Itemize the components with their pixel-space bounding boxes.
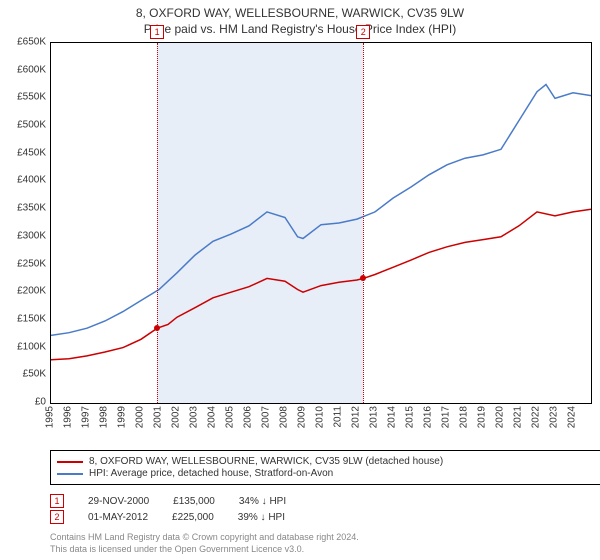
x-tick-label: 2017 bbox=[441, 406, 452, 428]
x-tick-label: 1996 bbox=[63, 406, 74, 428]
legend-label-hpi: HPI: Average price, detached house, Stra… bbox=[89, 468, 333, 479]
y-tick-label: £450K bbox=[0, 147, 46, 158]
x-tick-label: 2003 bbox=[189, 406, 200, 428]
y-tick-label: £300K bbox=[0, 230, 46, 241]
footer-line-2: This data is licensed under the Open Gov… bbox=[50, 544, 359, 556]
chart-container: 8, OXFORD WAY, WELLESBOURNE, WARWICK, CV… bbox=[0, 0, 600, 560]
x-tick-label: 2007 bbox=[261, 406, 272, 428]
footer-line-1: Contains HM Land Registry data © Crown c… bbox=[50, 532, 359, 544]
y-tick-label: £0 bbox=[0, 397, 46, 408]
x-tick-label: 2008 bbox=[279, 406, 290, 428]
x-tick-label: 1999 bbox=[117, 406, 128, 428]
x-tick-label: 2023 bbox=[549, 406, 560, 428]
legend-item-hpi: HPI: Average price, detached house, Stra… bbox=[57, 468, 595, 479]
chart-title-address: 8, OXFORD WAY, WELLESBOURNE, WARWICK, CV… bbox=[0, 6, 600, 20]
series-property bbox=[51, 209, 591, 360]
y-tick-label: £550K bbox=[0, 92, 46, 103]
legend-swatch-hpi bbox=[57, 473, 83, 475]
sale-events-table: 1 29-NOV-2000 £135,000 34% ↓ HPI 2 01-MA… bbox=[50, 492, 286, 526]
x-tick-label: 2013 bbox=[369, 406, 380, 428]
y-tick-label: £400K bbox=[0, 175, 46, 186]
x-tick-label: 2001 bbox=[153, 406, 164, 428]
legend-label-property: 8, OXFORD WAY, WELLESBOURNE, WARWICK, CV… bbox=[89, 456, 443, 467]
chart-subtitle: Price paid vs. HM Land Registry's House … bbox=[0, 22, 600, 36]
event-price: £225,000 bbox=[172, 512, 214, 523]
line-series-svg bbox=[51, 43, 591, 403]
legend: 8, OXFORD WAY, WELLESBOURNE, WARWICK, CV… bbox=[50, 450, 600, 485]
y-tick-label: £350K bbox=[0, 203, 46, 214]
license-footer: Contains HM Land Registry data © Crown c… bbox=[50, 532, 359, 555]
x-tick-label: 2021 bbox=[513, 406, 524, 428]
x-tick-label: 2005 bbox=[225, 406, 236, 428]
event-delta: 34% ↓ HPI bbox=[239, 496, 286, 507]
sale-event-row: 1 29-NOV-2000 £135,000 34% ↓ HPI bbox=[50, 494, 286, 508]
x-tick-label: 2004 bbox=[207, 406, 218, 428]
y-tick-label: £50K bbox=[0, 369, 46, 380]
x-tick-label: 2000 bbox=[135, 406, 146, 428]
event-marker-1: 1 bbox=[50, 494, 64, 508]
x-tick-label: 2022 bbox=[531, 406, 542, 428]
x-tick-label: 2020 bbox=[495, 406, 506, 428]
event-date: 01-MAY-2012 bbox=[88, 512, 148, 523]
x-tick-label: 1998 bbox=[99, 406, 110, 428]
y-tick-label: £250K bbox=[0, 258, 46, 269]
y-tick-label: £500K bbox=[0, 120, 46, 131]
event-marker-box: 1 bbox=[150, 25, 164, 39]
x-tick-label: 1995 bbox=[45, 406, 56, 428]
x-tick-label: 2014 bbox=[387, 406, 398, 428]
x-tick-label: 2024 bbox=[567, 406, 578, 428]
y-tick-label: £100K bbox=[0, 341, 46, 352]
x-tick-label: 2010 bbox=[315, 406, 326, 428]
x-tick-label: 1997 bbox=[81, 406, 92, 428]
x-tick-label: 2015 bbox=[405, 406, 416, 428]
plot-area: 12 bbox=[50, 42, 592, 404]
x-tick-label: 2012 bbox=[351, 406, 362, 428]
x-tick-label: 2002 bbox=[171, 406, 182, 428]
sale-point-dot bbox=[154, 325, 160, 331]
event-date: 29-NOV-2000 bbox=[88, 496, 149, 507]
event-vertical-line bbox=[363, 43, 364, 403]
sale-point-dot bbox=[360, 275, 366, 281]
y-tick-label: £600K bbox=[0, 64, 46, 75]
y-tick-label: £200K bbox=[0, 286, 46, 297]
series-hpi bbox=[51, 85, 591, 336]
x-tick-label: 2009 bbox=[297, 406, 308, 428]
sale-event-row: 2 01-MAY-2012 £225,000 39% ↓ HPI bbox=[50, 510, 286, 524]
x-tick-label: 2006 bbox=[243, 406, 254, 428]
event-delta: 39% ↓ HPI bbox=[238, 512, 285, 523]
event-vertical-line bbox=[157, 43, 158, 403]
x-tick-label: 2016 bbox=[423, 406, 434, 428]
event-marker-2: 2 bbox=[50, 510, 64, 524]
event-price: £135,000 bbox=[173, 496, 215, 507]
legend-swatch-property bbox=[57, 461, 83, 463]
x-tick-label: 2018 bbox=[459, 406, 470, 428]
title-area: 8, OXFORD WAY, WELLESBOURNE, WARWICK, CV… bbox=[0, 0, 600, 36]
event-marker-box: 2 bbox=[356, 25, 370, 39]
y-tick-label: £150K bbox=[0, 313, 46, 324]
y-tick-label: £650K bbox=[0, 37, 46, 48]
x-tick-label: 2019 bbox=[477, 406, 488, 428]
legend-item-property: 8, OXFORD WAY, WELLESBOURNE, WARWICK, CV… bbox=[57, 456, 595, 467]
x-tick-label: 2011 bbox=[333, 406, 344, 428]
